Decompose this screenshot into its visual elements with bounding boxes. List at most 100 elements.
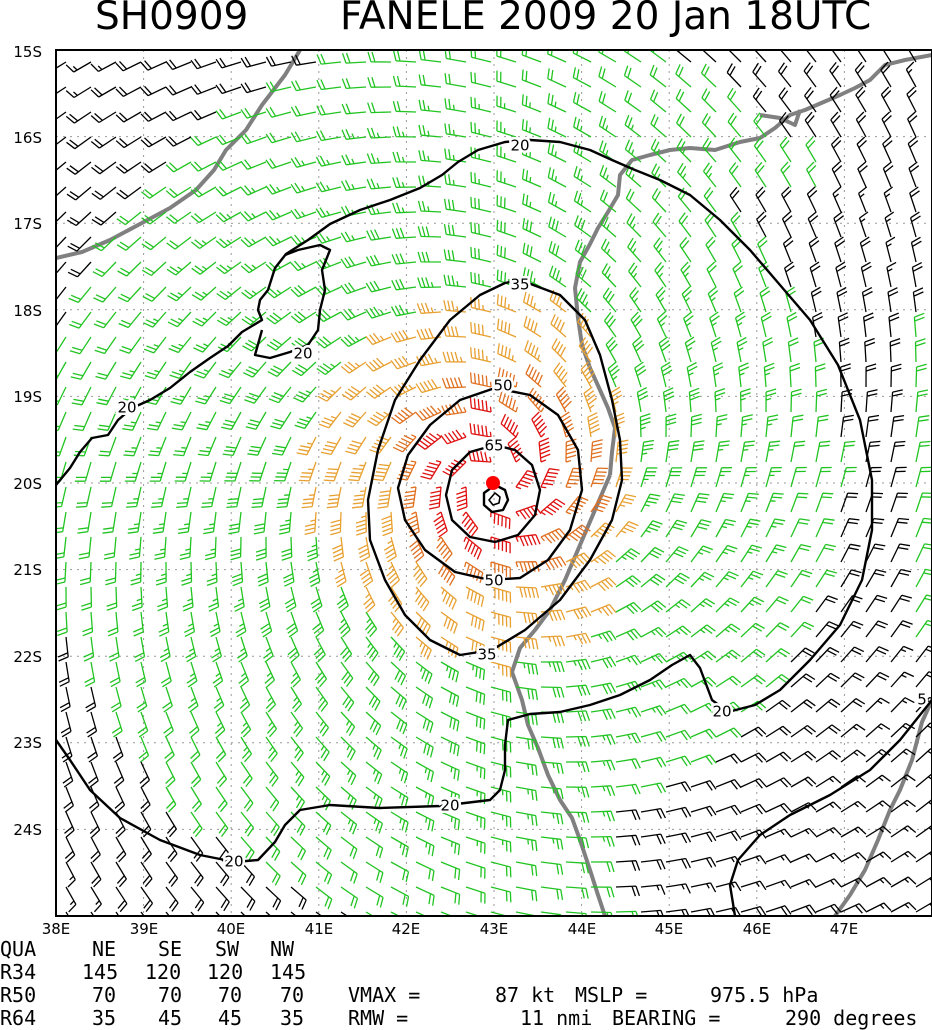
wind-barb	[365, 811, 384, 834]
wind-barb	[690, 650, 717, 663]
wind-barb	[790, 647, 815, 663]
wind-barb	[805, 50, 817, 63]
wind-barb	[231, 561, 244, 587]
wind-barb	[762, 337, 774, 363]
wind-barb	[715, 571, 739, 588]
wind-barb	[465, 711, 486, 730]
wind-barb	[653, 237, 667, 263]
wind-barb	[340, 711, 356, 737]
wind-barb	[865, 748, 891, 763]
mslp-label: MSLP =	[575, 983, 648, 1007]
wind-barb	[833, 211, 844, 238]
wind-barb	[138, 736, 150, 763]
wind-barb	[56, 86, 67, 95]
wind-barb	[116, 211, 142, 226]
wind-barb	[781, 186, 792, 213]
wind-barb	[107, 611, 119, 637]
wind-barb	[890, 671, 915, 688]
wind-barb	[119, 336, 142, 354]
wind-barb	[204, 536, 217, 561]
wind-barb	[465, 761, 486, 780]
wind-barb	[315, 861, 333, 885]
wind-barb	[862, 312, 874, 338]
wind-barb	[728, 137, 742, 163]
wind-barb	[174, 461, 192, 482]
wind-barb	[640, 833, 666, 845]
wind-barb	[865, 389, 878, 413]
lat-label: 20S	[13, 475, 42, 493]
wind-barb	[117, 261, 142, 277]
wind-barb	[909, 186, 920, 213]
wind-barb	[240, 261, 267, 274]
wind-barb	[409, 536, 425, 563]
wind-barb	[540, 498, 566, 516]
wind-barb	[565, 710, 591, 722]
madagascar-ne-coast	[759, 109, 802, 127]
wind-barb	[190, 836, 204, 862]
wind-barb	[316, 53, 342, 65]
wind-barb	[391, 202, 417, 214]
wind-barb	[290, 260, 317, 272]
wind-barb	[598, 66, 617, 88]
wind-barb	[840, 440, 856, 463]
wind-barb	[730, 211, 742, 238]
wind-barb	[640, 730, 667, 742]
wind-barb	[240, 836, 255, 862]
wind-barb	[315, 736, 330, 762]
wind-barb	[709, 311, 720, 338]
wind-barb	[253, 511, 267, 535]
wind-barb	[790, 904, 817, 916]
wind-barb	[130, 561, 142, 586]
wind-barb	[490, 811, 512, 828]
wind-barb	[559, 411, 575, 438]
wind-barb	[190, 58, 217, 70]
wind-barb	[291, 361, 317, 377]
wind-barb	[365, 306, 392, 319]
wind-barb	[715, 753, 742, 764]
wind-barb	[365, 911, 375, 916]
wind-barb	[157, 586, 169, 612]
wind-barb	[115, 86, 142, 97]
wind-barb	[340, 886, 359, 909]
wind-barb	[840, 620, 864, 638]
wind-barb	[56, 161, 67, 172]
wind-barb	[523, 316, 542, 338]
wind-barb	[540, 861, 564, 875]
wind-barb	[215, 786, 228, 813]
wind-barb	[815, 440, 831, 463]
wind-barb	[64, 811, 75, 838]
wind-barb	[915, 850, 932, 863]
contour-35	[366, 278, 624, 657]
wind-barb	[790, 543, 812, 563]
wind-barb	[752, 62, 767, 88]
wind-barb	[815, 724, 841, 738]
wind-barb	[615, 910, 639, 916]
wind-barb	[715, 492, 735, 513]
wind-barb	[890, 901, 917, 913]
wind-barb	[640, 679, 667, 690]
wind-barb	[315, 911, 323, 916]
wind-barb	[390, 711, 408, 735]
wind-barb	[56, 611, 68, 637]
contour-label: 20	[293, 345, 312, 363]
wind-barb	[575, 264, 592, 288]
wind-barb	[70, 361, 92, 380]
wind-barb	[415, 636, 432, 660]
wind-barb	[340, 811, 358, 835]
wind-barb	[145, 386, 167, 406]
wind-barb	[176, 486, 192, 508]
wind-barb	[190, 135, 217, 147]
wind-barb	[515, 711, 538, 726]
wind-barb	[777, 62, 792, 88]
wind-barb	[890, 748, 916, 763]
wind-barb	[665, 806, 692, 818]
wind-barb	[428, 486, 442, 510]
wind-barb	[190, 736, 201, 763]
wind-barb	[177, 511, 192, 535]
wind-barb	[415, 736, 434, 758]
wind-barb	[147, 411, 167, 431]
wind-barb	[315, 181, 342, 193]
wind-barb	[522, 218, 542, 238]
wind-barb	[703, 187, 717, 213]
wind-barb	[141, 211, 167, 225]
